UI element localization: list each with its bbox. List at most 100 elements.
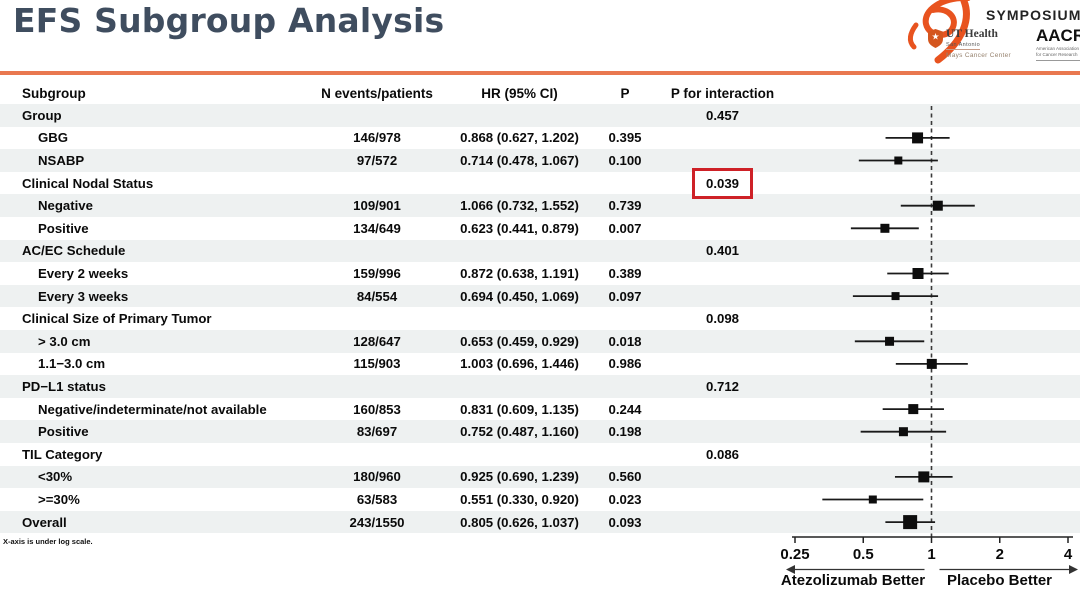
subgroup-label: GBG [38, 130, 69, 146]
hr-ci-value: 0.623 (0.441, 0.879) [460, 220, 579, 236]
header-p-interaction: P for interaction [670, 85, 775, 101]
header-p: P [620, 85, 630, 101]
table-row: Group 0.457 [0, 104, 1080, 127]
p-interaction-cell [655, 466, 790, 489]
hr-ci-value: 0.752 (0.487, 1.160) [460, 424, 579, 440]
p-value: 0.018 [608, 333, 642, 349]
table-row: Clinical Nodal Status 0.039 [0, 167, 1080, 199]
n-events-value: 63/583 [356, 491, 398, 507]
n-events-value: 128/647 [353, 333, 401, 349]
subgroup-label: 1.1−3.0 cm [38, 356, 106, 372]
table-row: Positive 83/697 0.752 (0.487, 1.160) 0.198 [0, 420, 1080, 443]
table-row: TIL Category 0.086 [0, 443, 1080, 466]
page-title: EFS Subgroup Analysis [13, 1, 445, 40]
p-value: 0.389 [608, 265, 642, 281]
table-row: Every 2 weeks 159/996 0.872 (0.638, 1.191)… [0, 262, 1080, 285]
hr-ci-value: 1.066 (0.732, 1.552) [460, 198, 579, 214]
p-value [600, 443, 650, 466]
n-events-value: 146/978 [353, 130, 401, 146]
subgroup-label: NSABP [38, 152, 85, 168]
hr-ci-value: 0.694 (0.450, 1.069) [460, 288, 579, 304]
table-header: Subgroup N events/patients HR (95% CI) P… [0, 82, 1080, 104]
subgroup-label: Negative/indeterminate/not available [38, 401, 267, 417]
ut-health-logo: ★ UT Health San Antonio Mays Cancer Cent… [928, 28, 1011, 59]
x-axis-tick-label: 4 [1064, 546, 1073, 563]
hr-ci-value: 0.551 (0.330, 0.920) [460, 491, 579, 507]
table-row: Negative/indeterminate/not available 160/… [0, 398, 1080, 421]
hr-ci-value [442, 172, 597, 195]
x-axis-right-label: Placebo Better [946, 572, 1053, 589]
p-interaction-cell: 0.712 [655, 375, 790, 398]
subgroup-label: Overall [22, 514, 67, 530]
aacr-logo: AACR American Association for Cancer Res… [1036, 27, 1080, 61]
subgroup-label: Every 2 weeks [38, 265, 129, 281]
p-interaction-cell [655, 353, 790, 376]
p-value: 0.007 [608, 220, 642, 236]
n-events-value: 159/996 [353, 265, 401, 281]
table-row: AC/EC Schedule 0.401 [0, 239, 1080, 263]
p-value: 0.093 [608, 514, 642, 530]
x-axis-tick-label: 0.5 [853, 546, 874, 563]
table-row: GBG 146/978 0.868 (0.627, 1.202) 0.395 [0, 127, 1080, 150]
hr-ci-value: 1.003 (0.696, 1.446) [460, 356, 579, 372]
hr-ci-value [442, 240, 597, 263]
n-events-value [297, 307, 457, 330]
p-interaction-cell [655, 398, 790, 421]
subgroup-label: PD−L1 status [22, 378, 106, 394]
hr-ci-value [442, 443, 597, 466]
table-row: Negative 109/901 1.066 (0.732, 1.552) 0.739 [0, 194, 1080, 217]
p-interaction-cell [655, 420, 790, 443]
p-interaction-cell [655, 262, 790, 285]
subgroup-label: Clinical Size of Primary Tumor [22, 311, 212, 327]
p-interaction-value: 0.098 [705, 311, 739, 327]
table-row: Every 3 weeks 84/554 0.694 (0.450, 1.069) 0… [0, 284, 1080, 308]
hr-ci-value: 0.831 (0.609, 1.135) [460, 401, 579, 417]
table-row: <30% 180/960 0.925 (0.690, 1.239) 0.560 [0, 465, 1080, 489]
p-interaction-cell: 0.401 [655, 240, 790, 263]
header-hr-ci: HR (95% CI) [481, 85, 558, 101]
n-events-value: 115/903 [353, 356, 401, 372]
subgroup-label: Clinical Nodal Status [22, 175, 154, 191]
ut-health-city: San Antonio [946, 41, 981, 50]
accent-divider [0, 71, 1080, 75]
table-row: > 3.0 cm 128/647 0.653 (0.459, 0.929) 0.018 [0, 330, 1080, 353]
ut-health-shield-icon: ★ [928, 29, 943, 48]
table-row: PD−L1 status 0.712 [0, 375, 1080, 398]
p-interaction-value: 0.401 [705, 243, 739, 259]
subgroup-label: Group [22, 107, 62, 123]
p-value: 0.739 [608, 198, 642, 214]
symposium-wordmark: SYMPOSIUM® [986, 7, 1080, 23]
hr-ci-value: 0.653 (0.459, 0.929) [460, 333, 579, 349]
n-events-value [297, 172, 457, 195]
table-row: Clinical Size of Primary Tumor 0.098 [0, 307, 1080, 330]
p-interaction-value: 0.457 [705, 107, 739, 123]
p-value [600, 240, 650, 263]
p-interaction-cell [655, 488, 790, 511]
p-value: 0.023 [608, 491, 642, 507]
p-interaction-cell: 0.098 [655, 307, 790, 330]
hr-ci-value [442, 307, 597, 330]
table-row: Overall 243/1550 0.805 (0.626, 1.037) 0.093 [0, 510, 1080, 534]
aacr-acronym: AACR [1036, 26, 1080, 45]
n-events-value: 243/1550 [349, 514, 405, 530]
p-value: 0.395 [608, 130, 642, 146]
table-row: >=30% 63/583 0.551 (0.330, 0.920) 0.023 [0, 488, 1080, 511]
p-interaction-cell [655, 330, 790, 353]
subgroup-label: TIL Category [22, 446, 103, 462]
p-value [600, 172, 650, 195]
n-events-value: 97/572 [356, 152, 398, 168]
subgroup-label: > 3.0 cm [38, 333, 91, 349]
subgroup-label: Positive [38, 220, 89, 236]
x-axis-tick-label: 0.25 [780, 546, 809, 563]
p-value [600, 104, 650, 127]
hr-ci-value: 0.714 (0.478, 1.067) [460, 152, 579, 168]
n-events-value: 109/901 [353, 198, 401, 214]
aacr-tagline: American Association for Cancer Research [1036, 45, 1080, 61]
p-value: 0.560 [608, 469, 642, 485]
hr-ci-value: 0.868 (0.627, 1.202) [460, 130, 579, 146]
p-value: 0.097 [608, 288, 642, 304]
p-interaction-value: 0.712 [705, 378, 739, 394]
log-scale-footnote: X-axis is under log scale. [3, 537, 93, 546]
p-interaction-cell [655, 285, 790, 308]
